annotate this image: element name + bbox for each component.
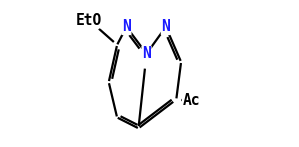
Text: EtO: EtO bbox=[76, 13, 102, 28]
Text: N: N bbox=[161, 19, 170, 34]
Text: N: N bbox=[142, 46, 151, 61]
Text: Ac: Ac bbox=[183, 93, 200, 108]
Text: N: N bbox=[122, 19, 131, 34]
